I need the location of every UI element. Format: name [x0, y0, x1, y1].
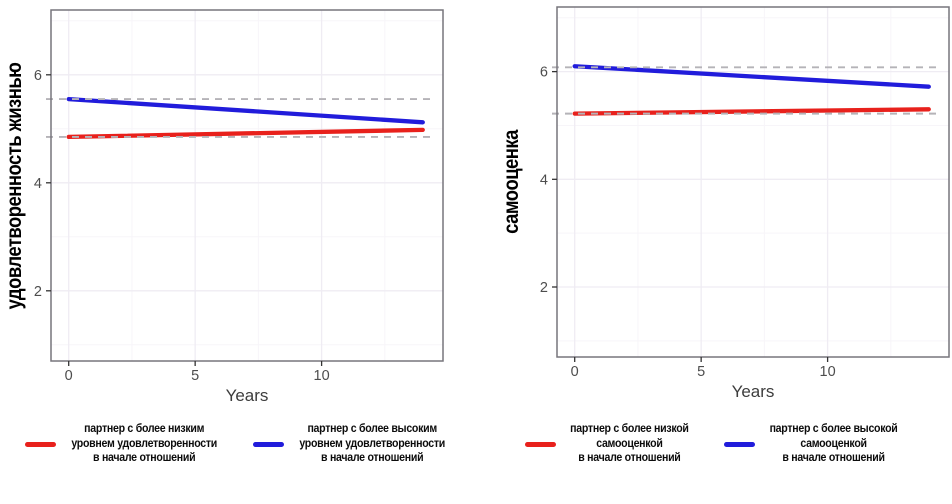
svg-text:удовлетворенность жизнью: удовлетворенность жизнью [3, 62, 26, 309]
svg-text:5: 5 [191, 368, 199, 384]
svg-text:10: 10 [314, 368, 330, 384]
legend-line: партнер с более низким [83, 423, 204, 435]
svg-text:5: 5 [697, 364, 705, 380]
legend-line: уровнем удовлетворенности [299, 437, 446, 450]
legend-label-higher-self-esteem: партнер с более высокой самооценкой в на… [769, 422, 897, 466]
svg-text:0: 0 [65, 368, 73, 384]
legend-line: партнер с более высокой [769, 423, 898, 435]
svg-text:Years: Years [732, 382, 775, 401]
svg-text:6: 6 [34, 68, 42, 84]
legend-line: уровнем удовлетворенности [70, 437, 217, 450]
legend-entry-higher-satisfaction: партнер с более высоким уровнем удовлетв… [253, 422, 451, 466]
line-plot-life-satisfaction: 2 4 6 0 5 10 Years удовлетворенность жизнью [3, 9, 444, 405]
legend-line: партнер с более низкой [570, 423, 689, 435]
legend-line: в начале отношений [578, 452, 681, 465]
legend-line: в начале отношений [782, 452, 885, 465]
svg-text:0: 0 [571, 364, 579, 380]
svg-text:10: 10 [820, 364, 836, 380]
figure-row: 2 4 6 0 5 10 Years удовлетворенность жизнью пар… [0, 0, 952, 466]
legend-label-higher-satisfaction: партнер с более высоким уровнем удовлетв… [299, 422, 445, 466]
legend-entry-lower-satisfaction: партнер с более низким уровнем удовлетво… [24, 422, 223, 466]
legend-line: партнер с более высоким [307, 423, 437, 435]
legend-line: самооценкой [800, 437, 867, 450]
svg-text:2: 2 [540, 280, 548, 296]
svg-text:4: 4 [34, 176, 42, 192]
legend-line: в начале отношений [92, 452, 196, 465]
svg-text:самооценка: самооценка [500, 129, 523, 234]
svg-text:6: 6 [540, 65, 548, 81]
legend-self-esteem: партнер с более низкой самооценкой в нач… [476, 422, 952, 466]
chart-life-satisfaction: 2 4 6 0 5 10 Years удовлетворенность жизнью пар… [0, 0, 476, 466]
legend-key-blue-line [253, 441, 284, 447]
svg-text:Years: Years [226, 386, 269, 405]
legend-entry-higher-self-esteem: партнер с более высокой самооценкой в на… [723, 422, 903, 466]
legend-line: в начале отношений [321, 452, 424, 465]
legend-key-blue-line [723, 441, 755, 447]
legend-key-red-line [24, 441, 56, 447]
legend-entry-lower-self-esteem: партнер с более низкой самооценкой в нач… [525, 422, 694, 466]
svg-text:4: 4 [540, 172, 548, 188]
legend-life-satisfaction: партнер с более низким уровнем удовлетво… [0, 422, 476, 466]
legend-label-lower-satisfaction: партнер с более низким уровнем удовлетво… [71, 422, 217, 466]
legend-key-red-line [525, 441, 557, 447]
legend-label-lower-self-esteem: партнер с более низкой самооценкой в нач… [570, 422, 689, 466]
svg-text:2: 2 [34, 284, 42, 300]
chart-self-esteem: 2 4 6 0 5 10 Years самооценка партнер с более н… [476, 0, 952, 466]
line-plot-self-esteem: 2 4 6 0 5 10 Years самооценка [500, 6, 950, 401]
legend-line: самооценкой [596, 437, 663, 450]
